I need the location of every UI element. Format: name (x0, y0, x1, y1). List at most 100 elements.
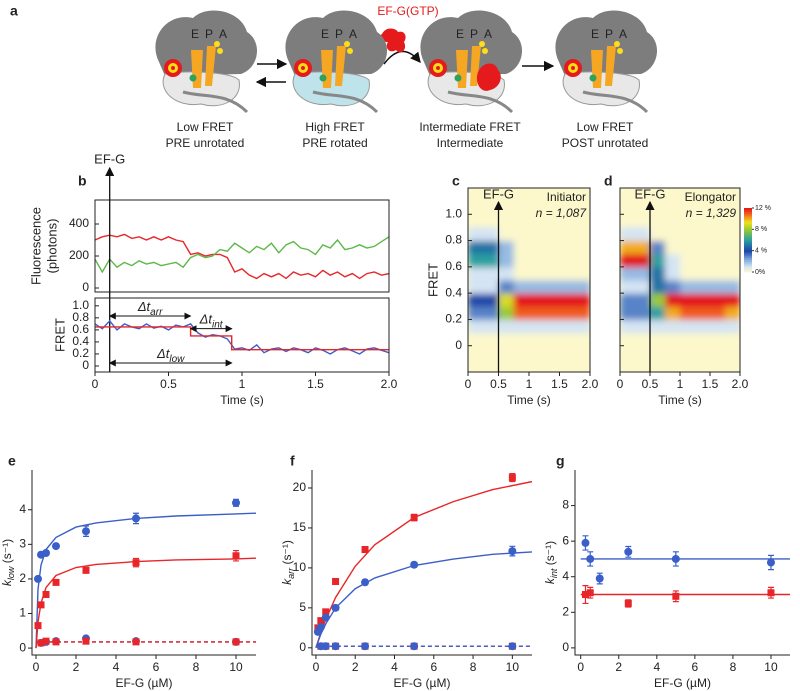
heatmap-cell (468, 306, 484, 320)
heatmap-cell (544, 319, 560, 334)
heatmap-cell (680, 266, 696, 281)
colorbar-label: 8 % (755, 226, 767, 233)
data-line (95, 233, 389, 280)
heatmap-cell (529, 280, 545, 294)
x-tick-label: 0 (313, 660, 320, 674)
heatmap-cell (650, 240, 666, 255)
panel-label: d (604, 173, 613, 189)
colorbar-step (744, 222, 752, 225)
y-tick-label: 10 (293, 560, 307, 574)
interval-label: Δtint (199, 312, 224, 330)
heatmap-cell (559, 319, 576, 334)
point (42, 637, 50, 645)
x-tick-label: 1.5 (307, 377, 324, 391)
heatmap-cell (513, 293, 530, 307)
point (37, 601, 45, 609)
heatmap-cell (650, 306, 666, 320)
heatmap-cell (498, 280, 515, 294)
heatmap-cell (710, 266, 726, 281)
unit: (s⁻¹) (280, 540, 294, 568)
point (322, 608, 330, 616)
data-line (315, 480, 532, 649)
symbol: Δt (137, 299, 152, 314)
heatmap-cell (529, 240, 545, 255)
subscript: arr (150, 307, 163, 318)
unit: (s⁻¹) (0, 539, 14, 567)
count-label: n = 1,087 (536, 206, 588, 220)
mrna (582, 90, 649, 114)
heatmap-cell (513, 253, 530, 268)
heatmap-cell (650, 293, 666, 307)
interval-label: Δtarr (137, 299, 163, 317)
panel-label: e (8, 453, 16, 469)
x-tick-label: 0 (33, 660, 40, 674)
point (581, 591, 589, 599)
point (132, 559, 140, 567)
colorbar-step (744, 246, 752, 249)
label-core (571, 66, 575, 70)
x-axis-label: EF-G (µM) (654, 676, 711, 690)
trna (321, 50, 333, 88)
heatmap-cell (695, 306, 711, 320)
point (42, 590, 50, 598)
colorbar-step (744, 240, 752, 243)
heatmap-cell (468, 253, 484, 268)
y-tick-label: 400 (69, 216, 89, 230)
heatmap-cell (650, 266, 666, 281)
x-axis-label: Time (s) (220, 393, 264, 407)
colorbar-step (744, 250, 752, 253)
symbol: Δt (199, 312, 214, 327)
large-subunit (155, 10, 258, 76)
colorbar-step (744, 212, 752, 215)
y-axis-label: karr (s⁻¹) (280, 540, 296, 585)
y-tick-label: 5 (299, 600, 306, 614)
heatmap-cell (498, 227, 515, 242)
colorbar-step (744, 224, 752, 227)
y-tick-label: 200 (69, 248, 89, 262)
y-tick-label: 1.0 (72, 298, 89, 312)
heatmap-cell (635, 253, 651, 268)
y-tick-label: 0 (455, 338, 462, 352)
event-label: EF-G (94, 151, 125, 166)
point (331, 603, 340, 612)
y-axis-label: klow (s⁻¹) (0, 539, 16, 586)
heatmap-cell (468, 240, 484, 255)
colorbar-step (744, 254, 752, 257)
colorbar-step (744, 244, 752, 247)
heatmap-cell (544, 253, 560, 268)
heatmap-cell (483, 293, 499, 307)
heatmap-cell (665, 227, 681, 242)
symbol: Δt (156, 346, 171, 361)
point (361, 642, 370, 651)
x-tick-label: 1 (677, 377, 684, 391)
heatmap-cell (544, 293, 560, 307)
heatmap-clip (468, 227, 590, 334)
large-subunit (285, 10, 388, 76)
colorbar-step (744, 266, 752, 269)
heatmap-cell (695, 240, 711, 255)
annotation: Initiator (547, 190, 586, 204)
point (672, 592, 680, 600)
y-tick-label: 3 (19, 537, 26, 551)
heatmap-cell (725, 253, 740, 268)
trna (470, 46, 481, 86)
x-tick-label: 10 (229, 660, 243, 674)
heatmap-cell (725, 293, 740, 307)
colorbar-step (744, 210, 752, 213)
heatmap-cell (574, 240, 590, 255)
heatmap-cell (620, 306, 636, 320)
heatmap-cells (620, 227, 740, 334)
x-tick-label: 2 (73, 660, 80, 674)
y-axis-label: kint (s⁻¹) (543, 541, 559, 584)
trna (205, 46, 216, 86)
point (132, 514, 140, 523)
colorbar-step (744, 218, 752, 221)
colorbar-step (744, 264, 752, 267)
point (321, 642, 330, 651)
heatmap-cell (483, 253, 499, 268)
x-tick-label: 4 (653, 660, 660, 674)
point (37, 639, 45, 647)
heatmap-cell (574, 266, 590, 281)
